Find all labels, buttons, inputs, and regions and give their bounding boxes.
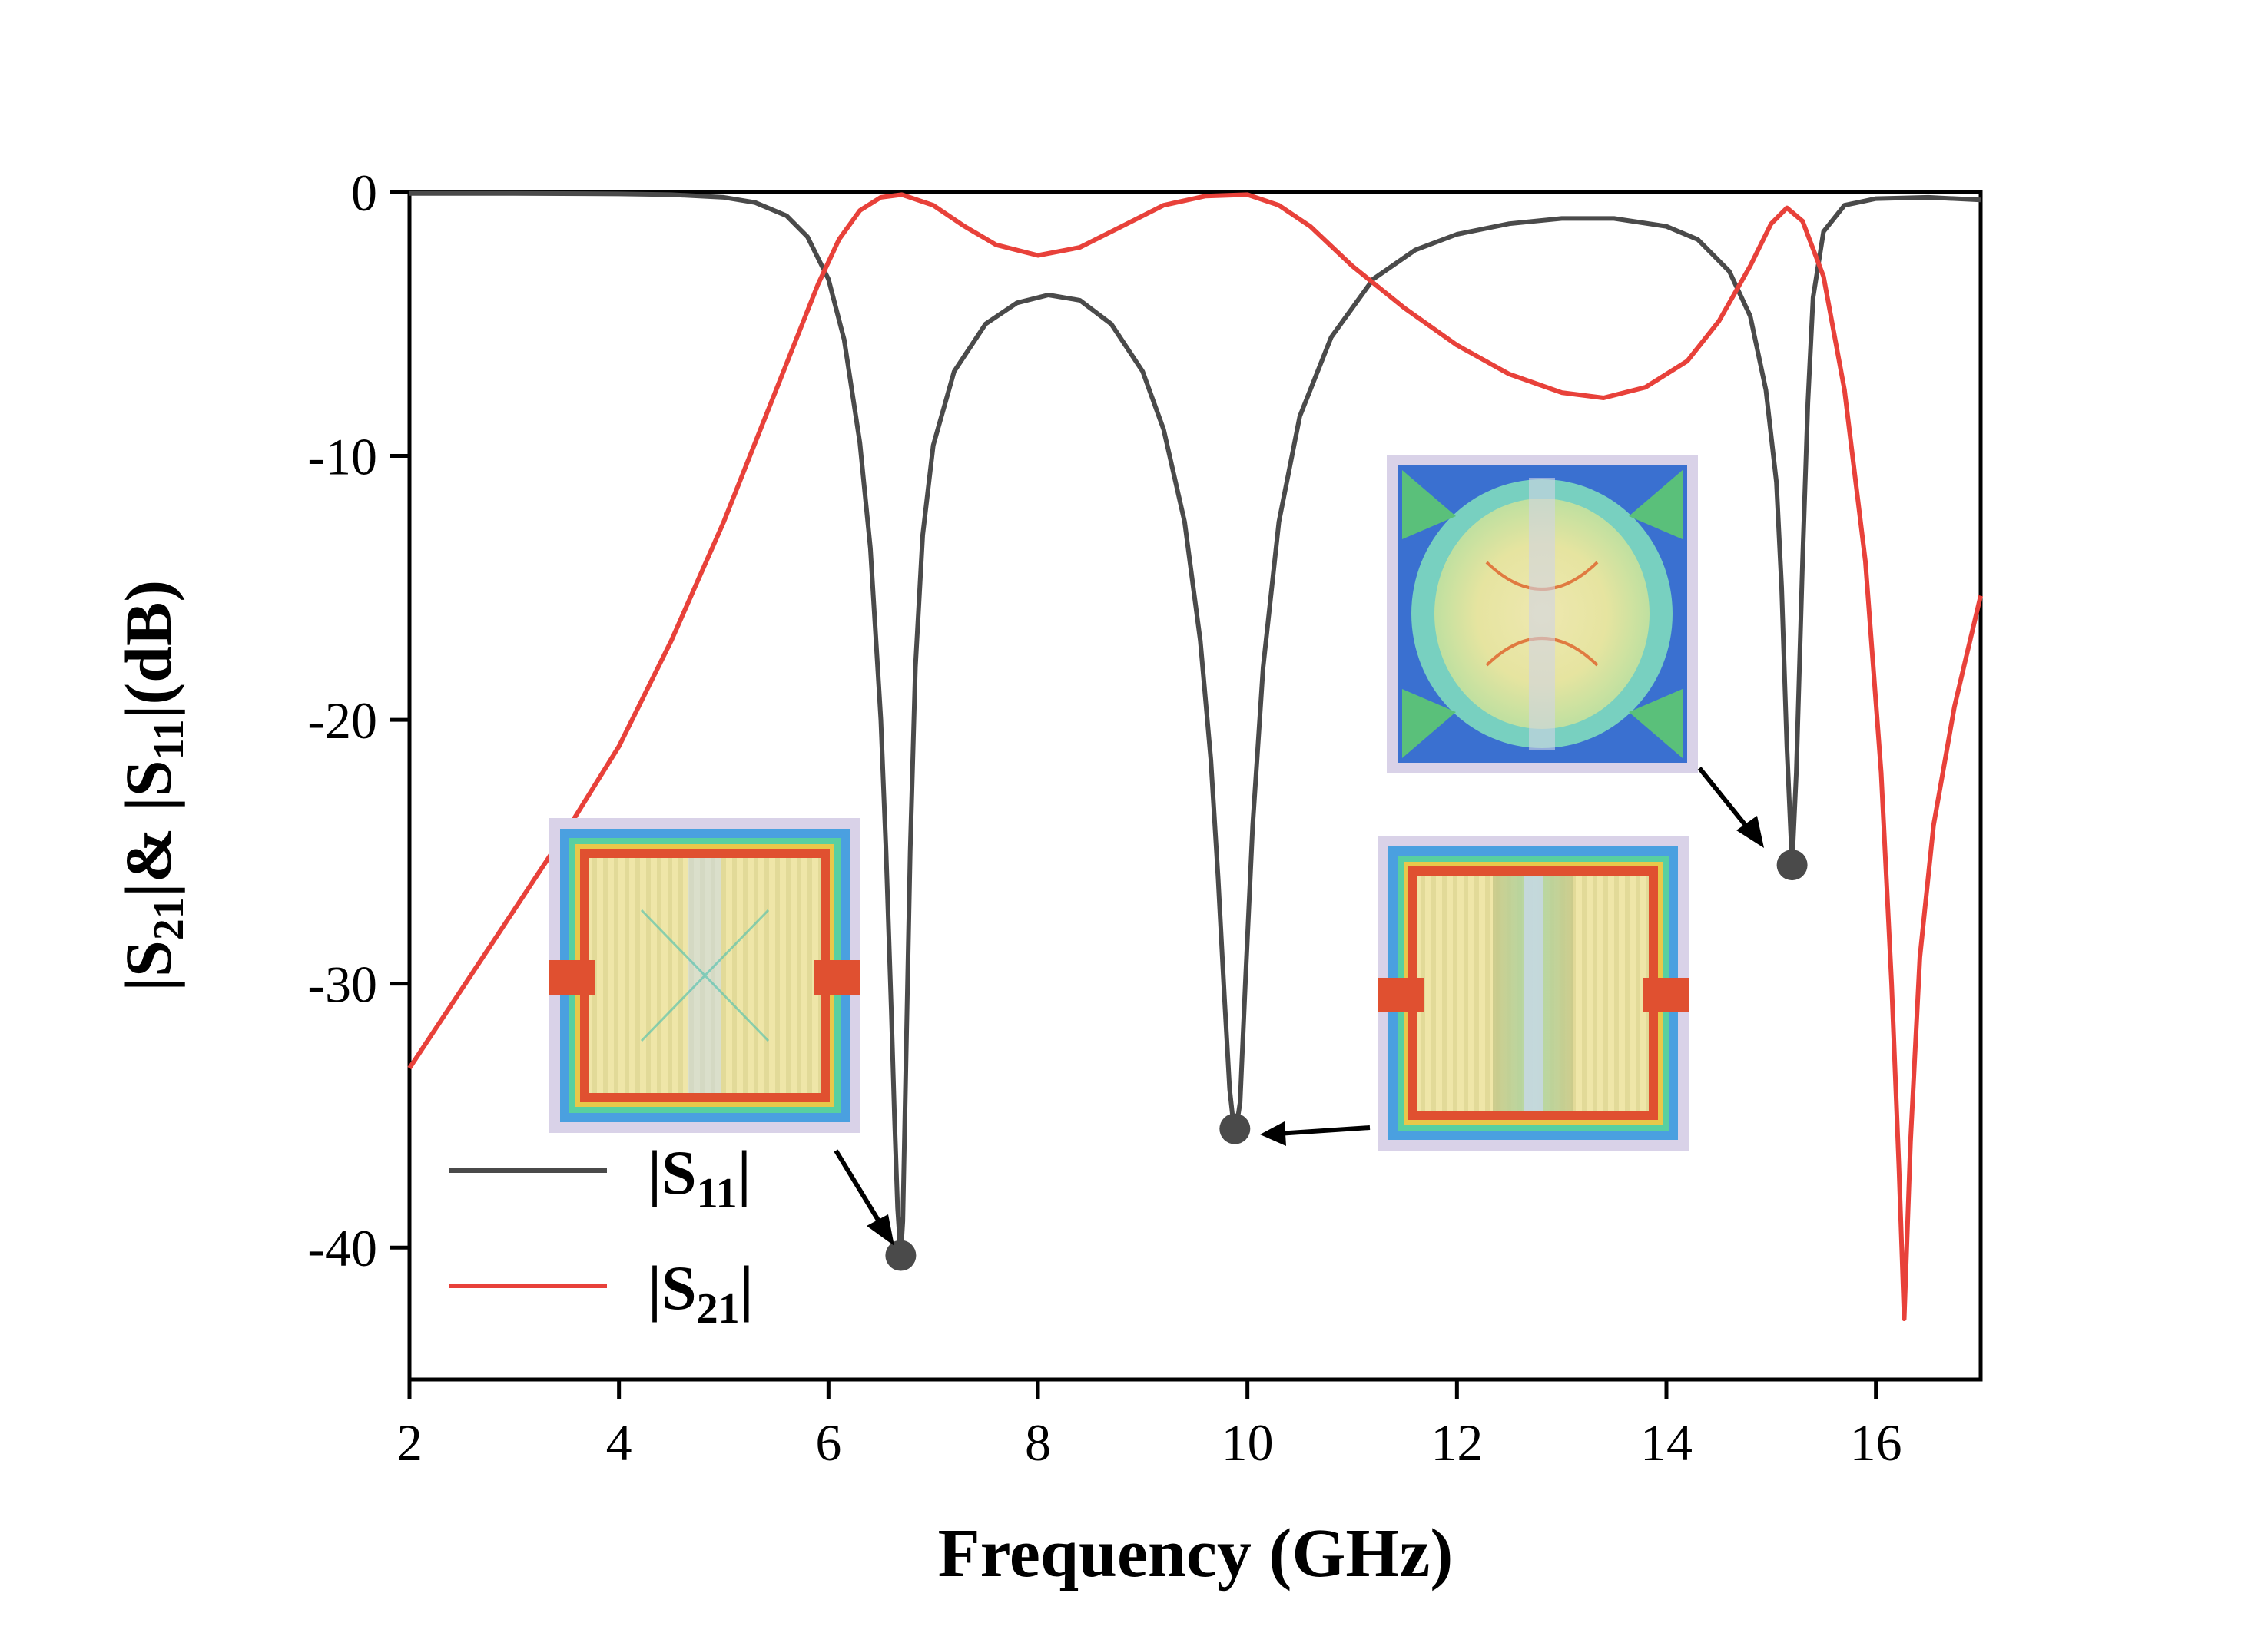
x-tick-label: 14 bbox=[1640, 1413, 1693, 1472]
y-tick-label: -20 bbox=[307, 691, 377, 750]
series-line-s11 bbox=[410, 190, 1981, 1258]
inset-10ghz bbox=[1378, 836, 1689, 1151]
legend-label-s11: |S11| bbox=[648, 1138, 751, 1217]
arrow-to-10ghz bbox=[1277, 1125, 1371, 1136]
series-line-s21 bbox=[407, 192, 1983, 1321]
inset-6ghz bbox=[549, 818, 860, 1133]
x-tick-label: 8 bbox=[1025, 1413, 1051, 1472]
x-tick-label: 2 bbox=[396, 1413, 423, 1472]
arrow-to-15ghz bbox=[1697, 767, 1752, 833]
resonance-marker bbox=[1219, 1113, 1251, 1144]
y-tick-label: -10 bbox=[307, 428, 377, 486]
arrowhead-10ghz bbox=[1260, 1121, 1286, 1146]
x-axis-title: Frequency (GHz) bbox=[938, 1515, 1454, 1592]
resonance-marker bbox=[885, 1240, 917, 1271]
x-tick-label: 4 bbox=[606, 1413, 632, 1472]
y-tick-label: -40 bbox=[307, 1219, 377, 1277]
legend-label-s21: |S21| bbox=[648, 1253, 754, 1333]
series-layer bbox=[407, 190, 1983, 1321]
legend: |S11| |S21| bbox=[449, 1138, 754, 1333]
x-tick-label: 10 bbox=[1222, 1413, 1274, 1472]
y-axis-title: |S21|& |S11|(dB) bbox=[111, 580, 193, 992]
x-tick-label: 12 bbox=[1431, 1413, 1483, 1472]
arrowhead-6ghz bbox=[867, 1214, 894, 1246]
resonance-marker bbox=[1776, 850, 1808, 881]
arrowhead-15ghz bbox=[1736, 816, 1764, 848]
arrow-to-6ghz bbox=[834, 1149, 884, 1227]
x-axis-ticks: 2 4 6 8 10 12 14 16 bbox=[396, 1380, 1902, 1472]
inset-15ghz bbox=[1387, 455, 1698, 773]
y-axis-ticks: 0 -10 -20 -30 -40 bbox=[307, 164, 410, 1277]
plot-frame bbox=[407, 190, 1983, 1382]
x-tick-label: 16 bbox=[1850, 1413, 1902, 1472]
y-tick-label: 0 bbox=[351, 164, 377, 222]
y-tick-label: -30 bbox=[307, 956, 377, 1014]
x-tick-label: 6 bbox=[815, 1413, 841, 1472]
